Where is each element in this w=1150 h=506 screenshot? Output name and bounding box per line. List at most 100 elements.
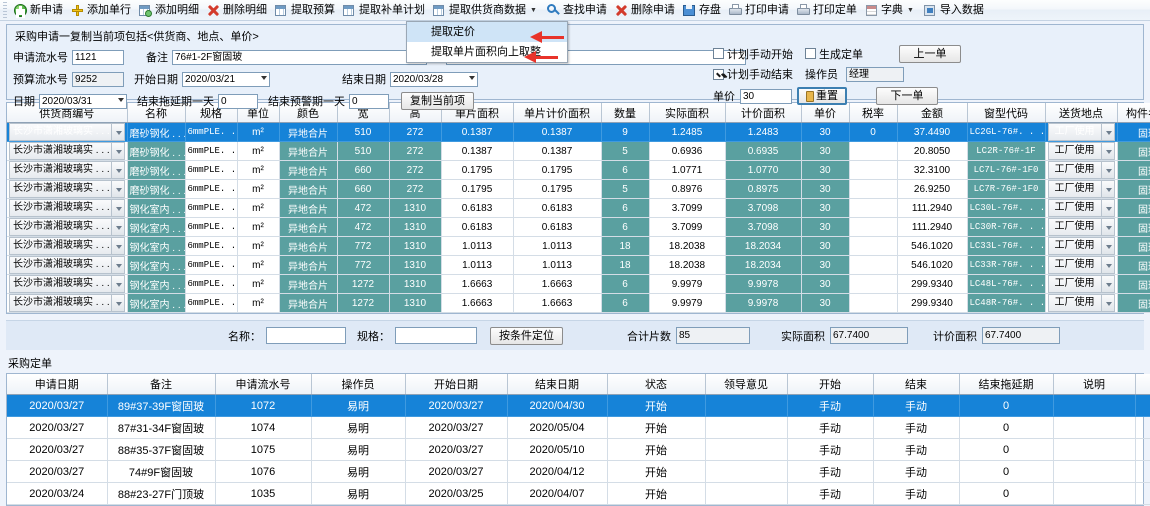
cell-operator[interactable]: 易明	[311, 482, 406, 505]
cell-printflag[interactable]: 未打印	[1135, 460, 1150, 483]
cell-printflag[interactable]: 未打印	[1135, 394, 1150, 417]
chevron-down-icon[interactable]	[1100, 294, 1115, 312]
chevron-down-icon[interactable]	[110, 275, 125, 293]
detail-col-header-11[interactable]: 实际面积	[649, 103, 726, 123]
cell-qty[interactable]: 9	[601, 122, 650, 142]
cell-tax[interactable]	[849, 179, 898, 199]
cell-area[interactable]: 0.6183	[441, 198, 514, 218]
total-pieces-value[interactable]	[676, 327, 750, 344]
cell-unit[interactable]: m²	[237, 141, 280, 161]
toolbar-grip[interactable]	[3, 2, 7, 18]
order-col-header-8[interactable]: 领导意见	[705, 374, 788, 395]
chevron-down-icon[interactable]	[110, 294, 125, 312]
detail-col-header-14[interactable]: 税率	[849, 103, 898, 123]
cell-spec[interactable]: 6mmPLE. . .	[185, 179, 238, 199]
chevron-down-icon[interactable]	[110, 218, 125, 236]
cell-spec[interactable]: 6mmPLE. . .	[185, 255, 238, 275]
detail-col-header-4[interactable]: 单位	[237, 103, 280, 123]
cell-start[interactable]: 2020/03/27	[405, 394, 508, 417]
end-delay-input[interactable]	[218, 93, 258, 109]
cell-calc_area[interactable]: 9.9978	[725, 274, 802, 294]
cell-remark[interactable]: 88#35-37F窗固玻	[107, 438, 216, 461]
cell-calc_area[interactable]: 9.9978	[725, 293, 802, 313]
cell-h[interactable]: 1310	[389, 217, 442, 237]
cell-deliver[interactable]: 工厂使用	[1045, 160, 1118, 180]
cell-supplier[interactable]: 长沙市潇湘玻璃实 . . .	[7, 293, 128, 313]
table-row[interactable]: 长沙市潇湘玻璃实 . . . 钢化室内 . . .6mmPLE. . .m²异地合…	[7, 198, 1150, 218]
cell-price[interactable]: 30	[801, 141, 850, 161]
chevron-down-icon[interactable]	[1100, 161, 1115, 179]
cell-calc_area[interactable]: 3.7098	[725, 217, 802, 237]
cell-deliver[interactable]: 工厂使用	[1045, 122, 1118, 142]
cell-deliver[interactable]: 工厂使用	[1045, 255, 1118, 275]
cell-status[interactable]: 开始	[607, 460, 706, 483]
date-input[interactable]	[39, 93, 127, 109]
cell-apply_date[interactable]: 2020/03/27	[7, 460, 108, 483]
cell-spec[interactable]: 6mmPLE. . .	[185, 293, 238, 313]
cell-h[interactable]: 272	[389, 141, 442, 161]
cell-color[interactable]: 异地合片	[279, 274, 338, 294]
chevron-down-icon[interactable]	[110, 180, 125, 198]
toolbar-button-3[interactable]: 添加明细	[135, 1, 203, 20]
cell-color[interactable]: 异地合片	[279, 293, 338, 313]
cell-price_area[interactable]: 1.0113	[513, 236, 602, 256]
cell-color[interactable]: 异地合片	[279, 236, 338, 256]
copy-current-button[interactable]: 复制当前项	[401, 92, 474, 110]
cell-part[interactable]: 固玻	[1117, 255, 1150, 275]
toolbar-button-8[interactable]: 查找申请	[543, 1, 611, 20]
cell-amount[interactable]: 111.2940	[897, 217, 968, 237]
table-row[interactable]: 2020/03/27 88#35-37F窗固玻 1075 易明 2020/03/27 20…	[7, 438, 1150, 461]
toolbar-button-11[interactable]: 打印申请	[725, 1, 793, 20]
cell-amount[interactable]: 299.9340	[897, 274, 968, 294]
operator-input[interactable]	[846, 66, 904, 82]
toolbar-button-4[interactable]: 删除明细	[203, 1, 271, 20]
real-area-value[interactable]	[830, 327, 908, 344]
cell-w[interactable]: 660	[337, 160, 390, 180]
cell-deliver[interactable]: 工厂使用	[1045, 293, 1118, 313]
cell-price_area[interactable]: 1.0113	[513, 255, 602, 275]
cell-name[interactable]: 钢化室内 . . .	[127, 293, 186, 313]
price-input[interactable]	[740, 88, 792, 104]
cell-operator[interactable]: 易明	[311, 394, 406, 417]
cell-calc_area[interactable]: 3.7098	[725, 198, 802, 218]
chevron-down-icon[interactable]	[1100, 256, 1115, 274]
cell-deliver[interactable]: 工厂使用	[1045, 141, 1118, 161]
cell-printflag[interactable]: 未打印	[1135, 482, 1150, 505]
cell-remark[interactable]: 74#9F窗固玻	[107, 460, 216, 483]
order-col-header-13[interactable]: 打印标志	[1135, 374, 1150, 395]
table-row[interactable]: 长沙市潇湘玻璃实 . . . 钢化室内 . . .6mmPLE. . .m²异地合…	[7, 274, 1150, 294]
cell-tax[interactable]	[849, 198, 898, 218]
cell-wincode[interactable]: LC2R-76#-1F	[967, 141, 1046, 161]
cell-price[interactable]: 30	[801, 217, 850, 237]
cell-part[interactable]: 固玻	[1117, 141, 1150, 161]
cell-operator[interactable]: 易明	[311, 438, 406, 461]
cell-wincode[interactable]: LC33L-76#. . .	[967, 236, 1046, 256]
table-row[interactable]: 2020/03/27 89#37-39F窗固玻 1072 易明 2020/03/27 20…	[7, 394, 1150, 417]
cell-qty[interactable]: 18	[601, 255, 650, 275]
order-col-header-10[interactable]: 结束	[873, 374, 960, 395]
chevron-down-icon[interactable]	[1100, 123, 1115, 141]
cell-wincode[interactable]: LC30L-76#. . .	[967, 198, 1046, 218]
cell-deliver[interactable]: 工厂使用	[1045, 198, 1118, 218]
cell-deliver[interactable]: 工厂使用	[1045, 274, 1118, 294]
cell-name[interactable]: 磨砂钢化 . . .	[127, 141, 186, 161]
cell-finish[interactable]: 手动	[873, 416, 960, 439]
cell-wincode[interactable]: LC30R-76#. . .	[967, 217, 1046, 237]
cell-h[interactable]: 1310	[389, 255, 442, 275]
cell-amount[interactable]: 111.2940	[897, 198, 968, 218]
table-row[interactable]: 长沙市潇湘玻璃实 . . . 钢化室内 . . .6mmPLE. . .m²异地合…	[7, 236, 1150, 256]
cell-price_area[interactable]: 0.6183	[513, 217, 602, 237]
chevron-down-icon[interactable]	[1100, 237, 1115, 255]
cell-h[interactable]: 1310	[389, 236, 442, 256]
cell-apply_date[interactable]: 2020/03/27	[7, 394, 108, 417]
cell-opinion[interactable]	[705, 438, 788, 461]
detail-col-header-16[interactable]: 窗型代码	[967, 103, 1046, 123]
cell-remark[interactable]: 88#23-27F门顶玻	[107, 482, 216, 505]
manual-start-checkbox[interactable]: 计划手动开始	[713, 46, 793, 62]
order-col-header-3[interactable]: 申请流水号	[215, 374, 312, 395]
cell-note[interactable]	[1053, 460, 1136, 483]
cell-amount[interactable]: 37.4490	[897, 122, 968, 142]
cell-unit[interactable]: m²	[237, 122, 280, 142]
cell-supplier[interactable]: 长沙市潇湘玻璃实 . . .	[7, 217, 128, 237]
detail-col-header-12[interactable]: 计价面积	[725, 103, 802, 123]
